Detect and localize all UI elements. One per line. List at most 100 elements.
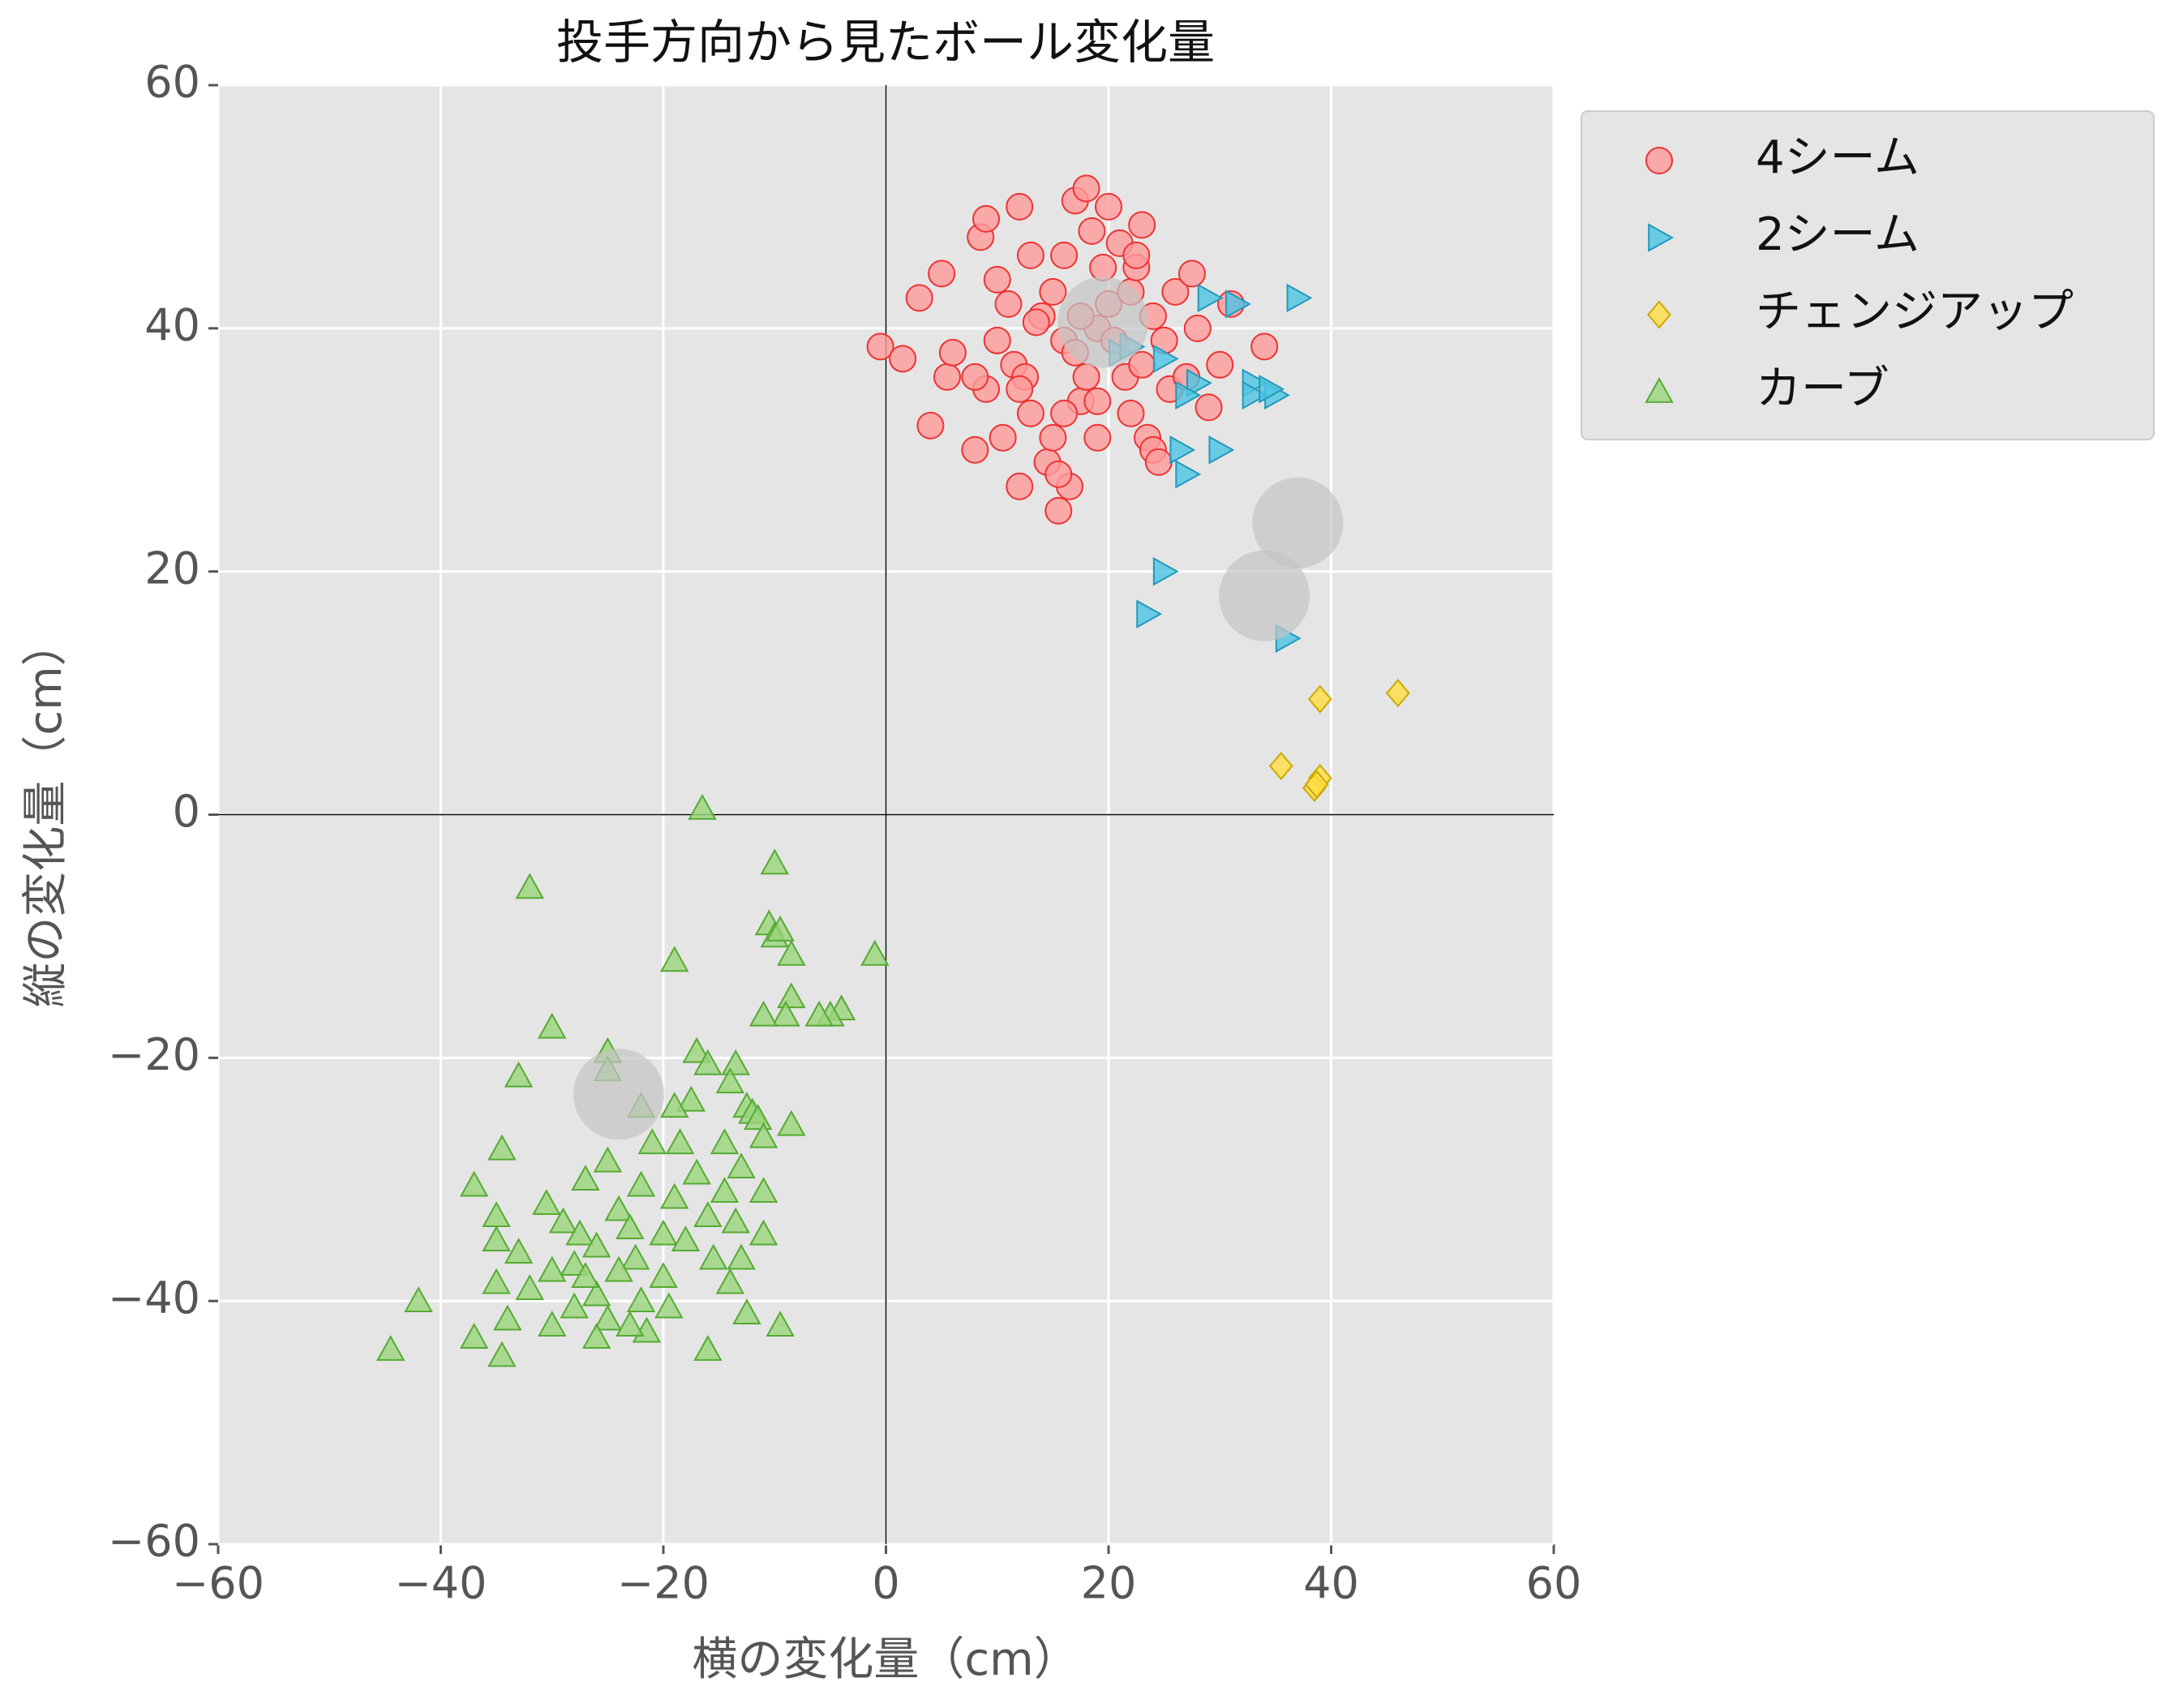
point [732, 1298, 761, 1324]
chart-title: 投手方向から見たボール変化量 [556, 15, 1215, 70]
y-tick-label: 40 [144, 299, 200, 350]
point [626, 1170, 656, 1197]
point [916, 411, 945, 440]
point [1016, 399, 1044, 427]
point [748, 1000, 779, 1027]
y-tick-label: 20 [144, 543, 200, 594]
point [1208, 436, 1235, 465]
legend-marker [1648, 223, 1675, 252]
point [1006, 192, 1034, 221]
point [626, 1286, 656, 1312]
highlight-circle [1057, 277, 1149, 368]
point [748, 1219, 779, 1246]
point [1152, 344, 1179, 374]
point [1039, 277, 1067, 306]
point [482, 1268, 511, 1294]
point [532, 1189, 561, 1216]
point [994, 290, 1023, 318]
point [1268, 751, 1293, 781]
point [804, 1000, 834, 1027]
point [983, 265, 1011, 294]
x-tick-label: 60 [1526, 1558, 1582, 1609]
x-tick-label: 0 [872, 1558, 899, 1609]
legend-marker [1645, 147, 1673, 174]
point [671, 1225, 701, 1252]
point [1304, 770, 1329, 799]
point [1206, 350, 1234, 379]
point [515, 1274, 544, 1300]
point [1083, 423, 1112, 452]
point [665, 1128, 695, 1155]
point [1144, 448, 1173, 476]
point [1039, 423, 1067, 452]
point [1083, 387, 1112, 415]
point [760, 848, 789, 875]
point [766, 915, 795, 942]
point [604, 1195, 633, 1221]
point [548, 1207, 578, 1234]
point [565, 1219, 594, 1246]
legend-marker [1647, 300, 1671, 329]
point [777, 1109, 806, 1136]
point [721, 1207, 750, 1234]
point [1186, 368, 1212, 397]
point [682, 1158, 711, 1185]
point [1050, 399, 1079, 427]
point [766, 1311, 795, 1337]
point [1152, 556, 1179, 586]
point [1286, 283, 1313, 313]
point [1089, 253, 1117, 281]
point [961, 363, 989, 391]
point [1078, 217, 1106, 245]
point [487, 1341, 517, 1367]
y-tick-label: −40 [108, 1272, 200, 1324]
point [933, 363, 961, 391]
point [538, 1311, 567, 1337]
y-axis-label: 縦の変化量（cm） [19, 620, 72, 1007]
point [654, 1292, 684, 1319]
point [699, 1243, 728, 1270]
point [616, 1311, 645, 1337]
legend-label: チェンジアップ [1756, 285, 2074, 338]
point [860, 939, 890, 966]
point [649, 1219, 678, 1246]
point [1307, 684, 1332, 714]
point [866, 333, 894, 361]
point [571, 1165, 600, 1191]
point [560, 1250, 589, 1276]
point [1022, 308, 1050, 337]
point [616, 1213, 645, 1240]
point [1044, 460, 1073, 488]
point [727, 1243, 756, 1270]
point [593, 1304, 623, 1331]
point [693, 1201, 723, 1228]
point [928, 260, 956, 288]
point [777, 939, 806, 966]
point [905, 284, 933, 312]
point [748, 1122, 779, 1148]
legend-label: カーブ [1756, 363, 1889, 415]
point [972, 204, 1001, 233]
point [693, 1335, 723, 1361]
point [620, 1243, 650, 1270]
point [1183, 314, 1212, 342]
highlight-circle [1252, 477, 1344, 569]
point [660, 1092, 689, 1118]
point [1177, 260, 1206, 288]
point [660, 946, 689, 972]
point [710, 1177, 740, 1204]
point [1225, 290, 1251, 319]
point [1044, 496, 1073, 525]
point [682, 1036, 711, 1063]
point [715, 1268, 745, 1294]
point [1122, 241, 1151, 269]
point [560, 1292, 589, 1319]
point [961, 436, 989, 464]
point [777, 982, 806, 1009]
point [571, 1262, 600, 1288]
point [538, 1012, 567, 1039]
point [660, 1182, 689, 1209]
point [1050, 241, 1079, 269]
point [493, 1304, 522, 1331]
